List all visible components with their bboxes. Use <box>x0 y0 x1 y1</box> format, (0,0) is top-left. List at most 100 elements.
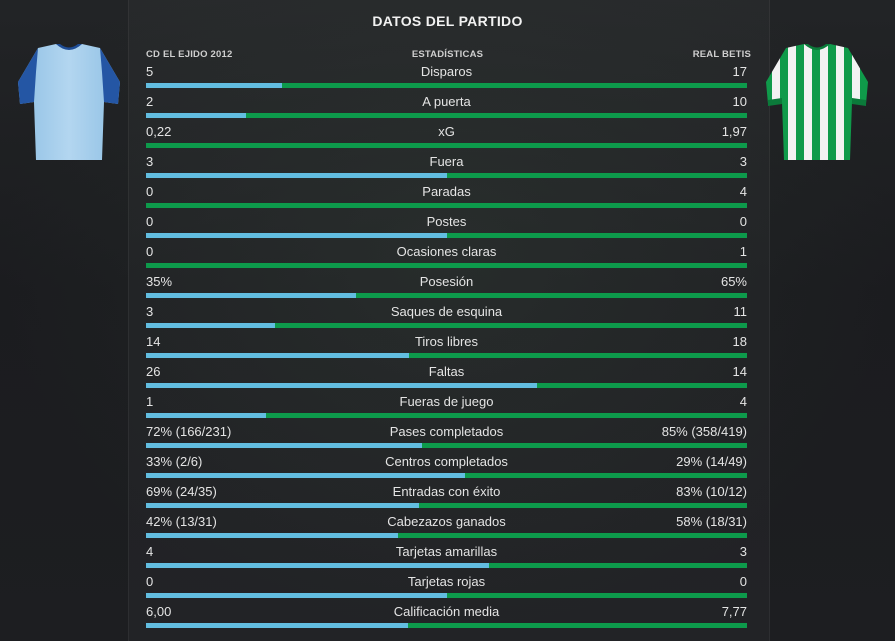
stat-comparison-bar <box>146 413 747 418</box>
stat-comparison-bar <box>146 203 747 208</box>
away-stat-value: 58% (18/31) <box>676 514 747 529</box>
home-stat-value: 3 <box>146 154 154 169</box>
stat-comparison-bar <box>146 383 747 388</box>
stat-label: Paradas <box>422 184 471 199</box>
stat-row: 0 Postes 0 <box>146 211 747 241</box>
away-stat-value: 10 <box>732 94 747 109</box>
home-stat-value: 33% (2/6) <box>146 454 203 469</box>
home-stat-value: 42% (13/31) <box>146 514 217 529</box>
stat-label: Entradas con éxito <box>392 484 501 499</box>
away-stat-value: 3 <box>739 154 747 169</box>
home-share-fill <box>146 533 399 538</box>
home-share-fill <box>146 233 447 238</box>
home-share-fill <box>146 113 247 118</box>
stat-comparison-bar <box>146 143 747 148</box>
away-stat-value: 83% (10/12) <box>676 484 747 499</box>
home-stat-value: 14 <box>146 334 161 349</box>
panel-title: DATOS DEL PARTIDO <box>372 13 523 29</box>
home-stat-value: 0 <box>146 184 154 199</box>
away-stat-value: 4 <box>739 184 747 199</box>
stat-comparison-bar <box>146 113 747 118</box>
stat-label: Tiros libres <box>414 334 479 349</box>
home-kit-icon <box>18 44 120 160</box>
stat-label: Pases completados <box>389 424 504 439</box>
stat-label: Tarjetas rojas <box>407 574 486 589</box>
home-share-fill <box>146 323 275 328</box>
home-stat-value: 35% <box>146 274 173 289</box>
stat-comparison-bar <box>146 563 747 568</box>
home-share-fill <box>146 83 283 88</box>
home-team-header: CD EL EJIDO 2012 <box>146 49 233 60</box>
stat-row: 35% Posesión 65% <box>146 271 747 301</box>
stat-comparison-bar <box>146 623 747 628</box>
stat-comparison-bar <box>146 173 747 178</box>
stat-comparison-bar <box>146 263 747 268</box>
home-share-fill <box>146 623 409 628</box>
stat-label: Faltas <box>428 364 465 379</box>
stat-row: 69% (24/35) Entradas con éxito 83% (10/12) <box>146 481 747 511</box>
away-stat-value: 14 <box>732 364 747 379</box>
home-stat-value: 0 <box>146 214 154 229</box>
away-stat-value: 85% (358/419) <box>661 424 747 439</box>
stat-row: 26 Faltas 14 <box>146 361 747 391</box>
stat-row: 4 Tarjetas amarillas 3 <box>146 541 747 571</box>
stat-row: 1 Fueras de juego 4 <box>146 391 747 421</box>
home-stat-value: 5 <box>146 64 154 79</box>
stats-panel <box>128 0 770 641</box>
stat-comparison-bar <box>146 233 747 238</box>
home-share-fill <box>146 443 423 448</box>
stat-row: 72% (166/231) Pases completados 85% (358/4… <box>146 421 747 451</box>
stat-label: Posesión <box>419 274 474 289</box>
home-stat-value: 3 <box>146 304 154 319</box>
home-stat-value: 0 <box>146 244 154 259</box>
stat-label: Cabezazos ganados <box>387 514 506 529</box>
stat-comparison-bar <box>146 473 747 478</box>
away-stat-value: 1,97 <box>721 124 747 139</box>
away-stat-value: 65% <box>720 274 747 289</box>
stat-label: Ocasiones claras <box>396 244 497 259</box>
home-share-fill <box>146 563 490 568</box>
home-stat-value: 0,22 <box>146 124 172 139</box>
stat-row: 5 Disparos 17 <box>146 61 747 91</box>
stat-label: Fueras de juego <box>399 394 494 409</box>
away-stat-value: 3 <box>739 544 747 559</box>
home-share-fill <box>146 593 447 598</box>
stat-label: xG <box>438 124 455 139</box>
stat-comparison-bar <box>146 443 747 448</box>
stat-comparison-bar <box>146 293 747 298</box>
stat-row: 3 Fuera 3 <box>146 151 747 181</box>
home-share-fill <box>146 293 357 298</box>
stat-row: 0 Tarjetas rojas 0 <box>146 571 747 601</box>
stat-comparison-bar <box>146 503 747 508</box>
stat-label: A puerta <box>422 94 471 109</box>
home-stat-value: 0 <box>146 574 154 589</box>
away-stat-value: 4 <box>739 394 747 409</box>
away-stat-value: 29% (14/49) <box>676 454 747 469</box>
stat-row: 33% (2/6) Centros completados 29% (14/49) <box>146 451 747 481</box>
away-stat-value: 1 <box>739 244 747 259</box>
stat-label: Calificación media <box>393 604 500 619</box>
stat-row: 0 Ocasiones claras 1 <box>146 241 747 271</box>
away-stat-value: 11 <box>733 304 748 319</box>
away-stat-value: 18 <box>732 334 747 349</box>
stat-label: Disparos <box>420 64 473 79</box>
stat-row: 14 Tiros libres 18 <box>146 331 747 361</box>
away-stat-value: 0 <box>739 574 747 589</box>
stat-row: 0 Paradas 4 <box>146 181 747 211</box>
stat-comparison-bar <box>146 323 747 328</box>
home-share-fill <box>146 173 447 178</box>
away-kit-icon <box>766 44 868 160</box>
home-share-fill <box>146 383 537 388</box>
away-stat-value: 7,77 <box>721 604 747 619</box>
stats-column-header: ESTADÍSTICAS <box>411 49 484 60</box>
stat-row: 0,22 xG 1,97 <box>146 121 747 151</box>
home-share-fill <box>146 353 410 358</box>
home-stat-value: 69% (24/35) <box>146 484 217 499</box>
stat-label: Tarjetas amarillas <box>395 544 498 559</box>
stat-comparison-bar <box>146 533 747 538</box>
stat-comparison-bar <box>146 83 747 88</box>
stat-row: 6,00 Calificación media 7,77 <box>146 601 747 631</box>
stat-row: 42% (13/31) Cabezazos ganados 58% (18/31) <box>146 511 747 541</box>
stat-label: Centros completados <box>385 454 508 469</box>
home-share-fill <box>146 503 420 508</box>
